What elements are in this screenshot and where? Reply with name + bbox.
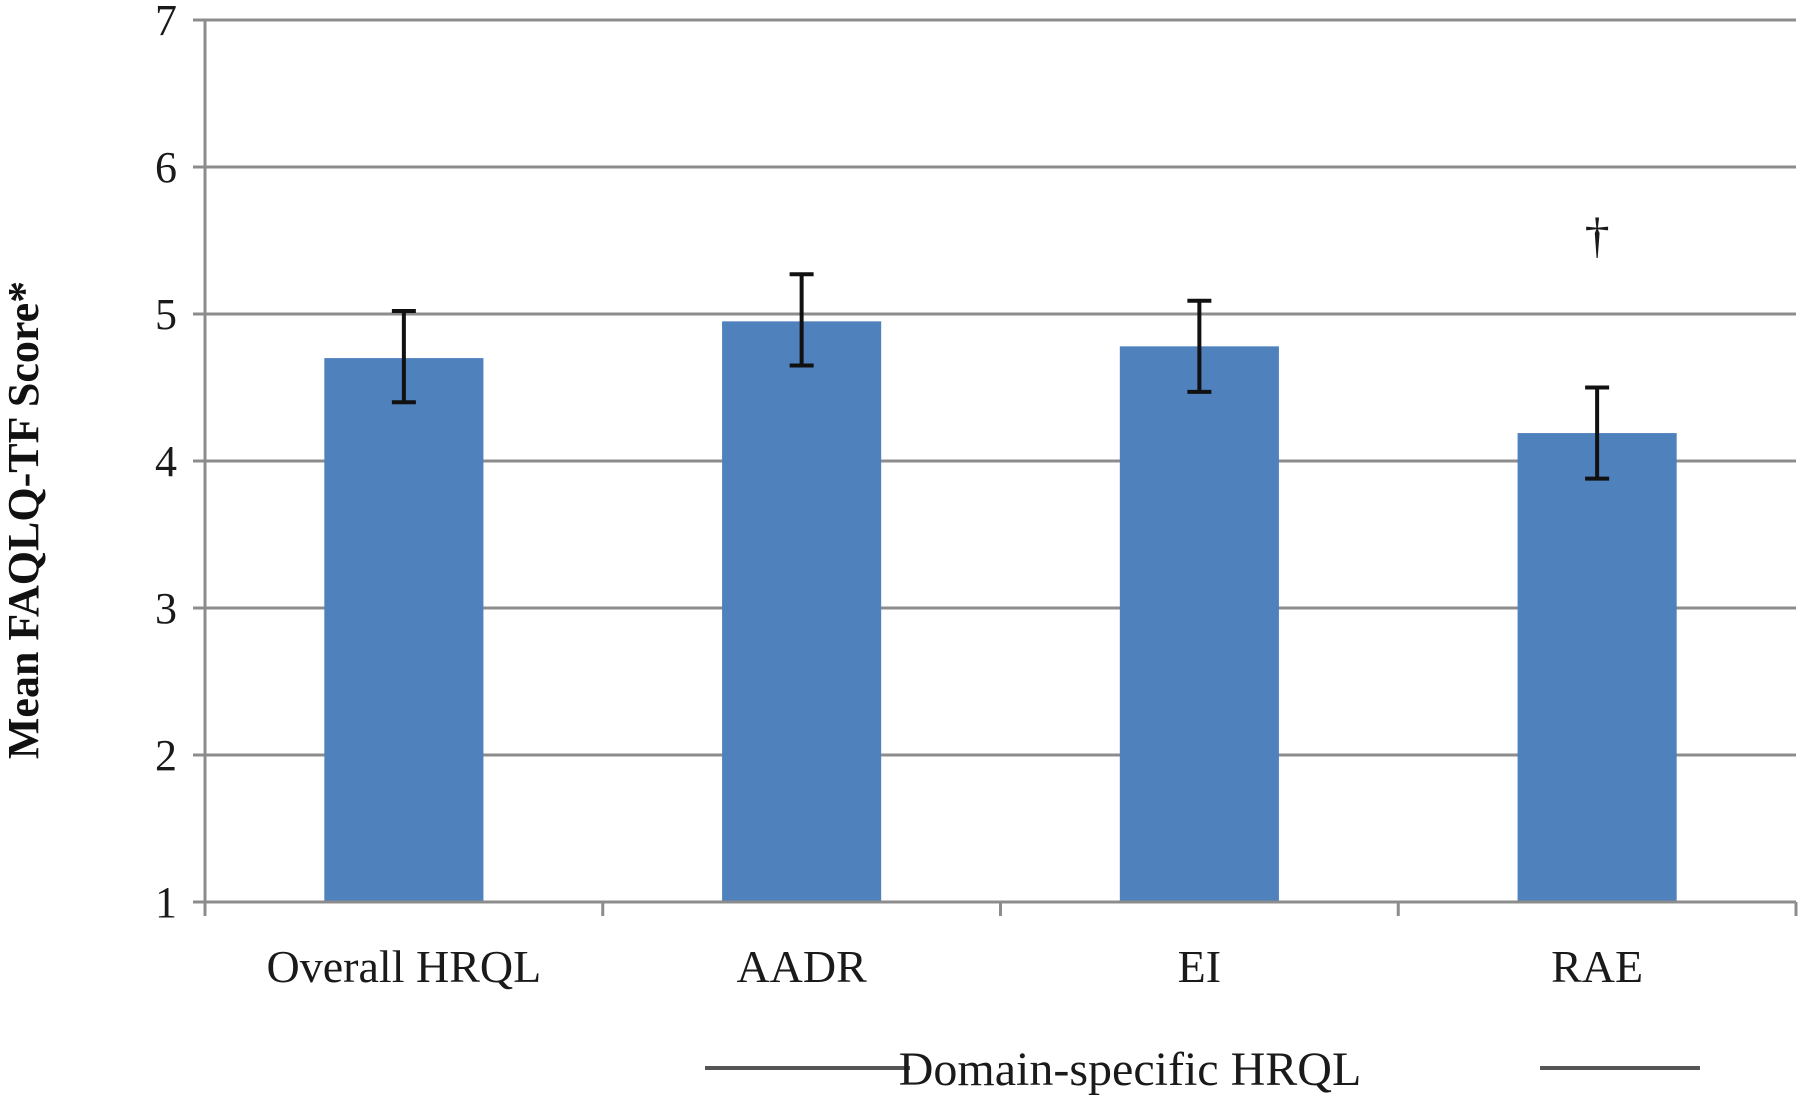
y-axis-title: Mean FAQLQ-TF Score* [0,281,48,759]
y-tick-labels: 1 2 3 4 5 6 7 [155,0,177,927]
significance-marker: † [1585,207,1610,263]
bar [324,358,484,903]
group-label: Domain-specific HRQL [899,1043,1362,1096]
bar [1119,346,1279,903]
annotations: † [1585,207,1610,263]
axes [203,20,1798,916]
y-tick-label: 3 [155,584,177,633]
x-tick-label: AADR [736,941,867,992]
error-bars [391,272,1610,481]
bars [324,321,1677,903]
bar [722,321,882,903]
x-tick-label: EI [1178,941,1221,992]
bar [1517,433,1677,902]
y-tick-label: 1 [155,878,177,927]
x-tick-label: Overall HRQL [267,941,542,992]
y-tick-label: 7 [155,0,177,45]
x-tick-labels: Overall HRQL AADR EI RAE [267,941,1644,992]
y-tick-label: 4 [155,437,177,486]
x-tick-label: RAE [1551,941,1643,992]
y-tick-label: 2 [155,731,177,780]
group-label-bracket: Domain-specific HRQL [705,1043,1700,1096]
y-tick-label: 5 [155,290,177,339]
y-tick-label: 6 [155,143,177,192]
